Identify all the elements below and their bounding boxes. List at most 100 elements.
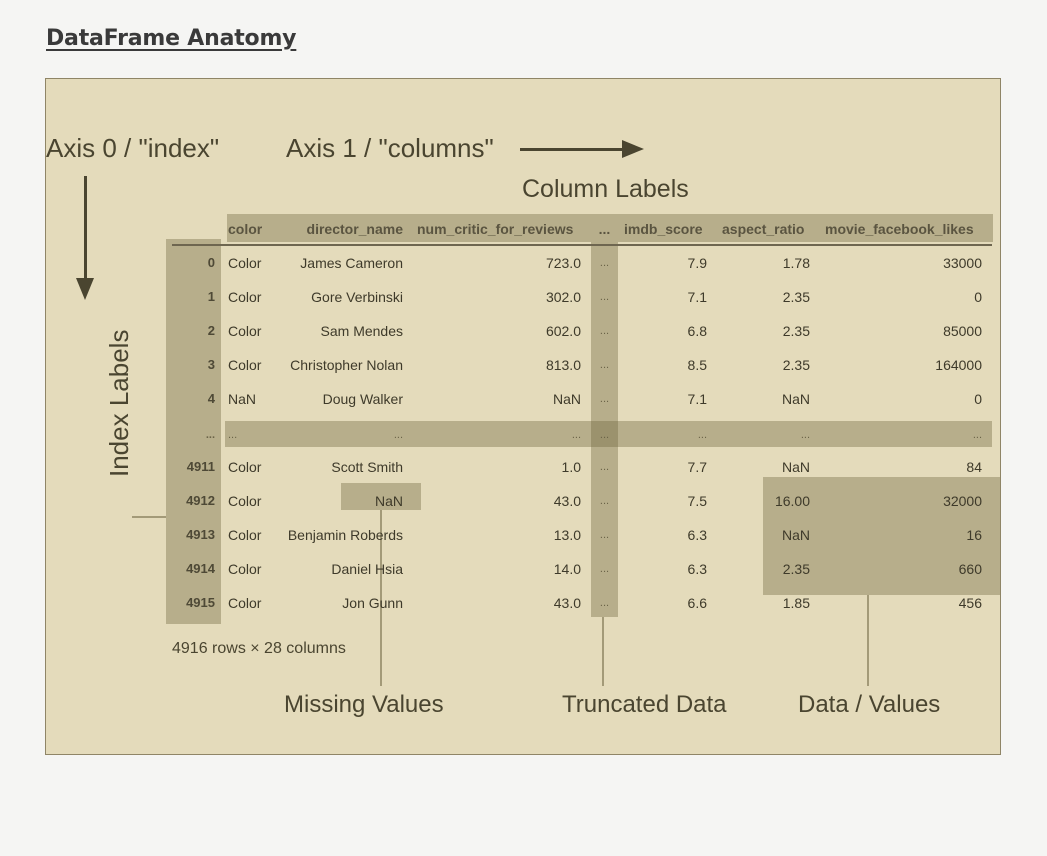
table-cell: Color — [228, 289, 262, 305]
table-cell: Sam Mendes — [320, 323, 403, 339]
column-header: color — [228, 221, 263, 237]
missing-values-leader — [380, 510, 382, 686]
table-cell: Color — [228, 357, 262, 373]
table-cell: 7.7 — [687, 459, 707, 475]
axis-0-arrow-shaft — [84, 176, 87, 282]
page-title: DataFrame Anatomy — [46, 26, 297, 51]
column-header: ... — [598, 221, 611, 237]
index-label: 4912 — [186, 493, 215, 508]
table-cell: NaN — [781, 459, 810, 475]
index-label: 1 — [207, 289, 215, 304]
table-cell: 1.85 — [782, 595, 810, 611]
axis-1-arrow-head — [622, 140, 644, 158]
missing-value-highlight — [341, 483, 421, 510]
table-cell: ... — [571, 429, 581, 441]
index-label: 4 — [207, 391, 215, 406]
table-cell: ... — [599, 597, 610, 609]
table-cell: Jon Gunn — [342, 595, 403, 611]
table-cell: 43.0 — [553, 493, 581, 509]
shape-summary: 4916 rows × 28 columns — [172, 640, 346, 657]
table-cell: ... — [599, 359, 610, 371]
table-cell: 813.0 — [545, 357, 581, 373]
table-cell: 723.0 — [545, 255, 581, 271]
table-cell: ... — [393, 429, 403, 441]
table-cell: 43.0 — [553, 595, 581, 611]
table-cell: Color — [228, 323, 262, 339]
index-column-highlight — [166, 239, 221, 624]
index-label: 2 — [207, 323, 215, 338]
data-values-highlight — [763, 477, 1000, 595]
table-cell: Color — [228, 561, 262, 577]
table-cell: NaN — [374, 493, 403, 509]
table-cell: 456 — [958, 595, 982, 611]
table-cell: Color — [228, 493, 262, 509]
table-cell: ... — [972, 429, 982, 441]
truncated-row-highlight — [225, 421, 992, 447]
table-cell: 2.35 — [782, 289, 810, 305]
table-cell: Daniel Hsia — [331, 561, 403, 577]
table-cell: Color — [228, 459, 262, 475]
axis-0-label: Axis 0 / "index" — [46, 133, 220, 163]
table-cell: Scott Smith — [331, 459, 403, 475]
axis-1-arrow-shaft — [520, 148, 624, 151]
table-cell: 7.1 — [687, 289, 707, 305]
truncated-data-callout: Truncated Data — [562, 691, 727, 718]
table-cell: 84 — [966, 459, 982, 475]
table-cell: ... — [599, 257, 610, 269]
table-cell: 0 — [974, 289, 982, 305]
table-cell: 85000 — [943, 323, 982, 339]
table-cell: 2.35 — [782, 357, 810, 373]
index-label: ... — [205, 429, 215, 441]
table-cell: Color — [228, 595, 262, 611]
index-label: 0 — [207, 255, 215, 270]
axis-0-arrow-head — [76, 278, 94, 300]
table-cell: ... — [599, 461, 610, 473]
table-cell: 14.0 — [553, 561, 581, 577]
index-labels-caption: Index Labels — [104, 329, 134, 477]
axis-1-label: Axis 1 / "columns" — [286, 133, 494, 163]
index-label: 4913 — [186, 527, 215, 542]
column-header: imdb_score — [624, 221, 703, 237]
table-cell: ... — [697, 429, 707, 441]
table-cell: James Cameron — [300, 255, 403, 271]
table-cell: 164000 — [935, 357, 982, 373]
table-cell: 602.0 — [545, 323, 581, 339]
column-labels-caption: Column Labels — [522, 175, 689, 203]
table-cell: 16 — [966, 527, 982, 543]
table-cell: ... — [599, 325, 610, 337]
table-cell: 6.6 — [687, 595, 707, 611]
column-header: director_name — [306, 221, 403, 237]
table-cell: Color — [228, 255, 262, 271]
table-cell: 1.78 — [782, 255, 810, 271]
table-cell: ... — [599, 563, 610, 575]
table-cell: 0 — [974, 391, 982, 407]
table-cell: 7.5 — [687, 493, 707, 509]
table-cell: 6.8 — [687, 323, 707, 339]
table-cell: NaN — [781, 391, 810, 407]
data-values-callout: Data / Values — [798, 691, 941, 718]
table-cell: ... — [599, 495, 610, 507]
table-cell: 32000 — [943, 493, 982, 509]
table-cell: 33000 — [943, 255, 982, 271]
table-cell: 16.00 — [774, 493, 810, 509]
truncated-column-highlight — [591, 242, 618, 617]
index-label: 4915 — [186, 595, 215, 610]
column-header: movie_facebook_likes — [825, 221, 974, 237]
table-cell: 7.9 — [687, 255, 707, 271]
index-label: 4914 — [186, 561, 215, 576]
table-cell: Doug Walker — [322, 391, 403, 407]
missing-values-callout: Missing Values — [284, 691, 444, 718]
index-label: 3 — [207, 357, 215, 372]
column-header-highlight — [227, 214, 993, 242]
header-separator — [172, 244, 992, 246]
table-cell: 2.35 — [782, 561, 810, 577]
table-cell: 8.5 — [687, 357, 707, 373]
table-cell: 660 — [958, 561, 982, 577]
table-cell: ... — [800, 429, 810, 441]
dataframe-diagram: Axis 0 / "index" Axis 1 / "columns" Colu… — [45, 78, 1001, 755]
index-label: 4911 — [186, 459, 215, 474]
table-cell: Gore Verbinski — [311, 289, 403, 305]
table-cell: 302.0 — [545, 289, 581, 305]
table-cell: NaN — [228, 391, 257, 407]
column-header: num_critic_for_reviews — [417, 221, 574, 237]
